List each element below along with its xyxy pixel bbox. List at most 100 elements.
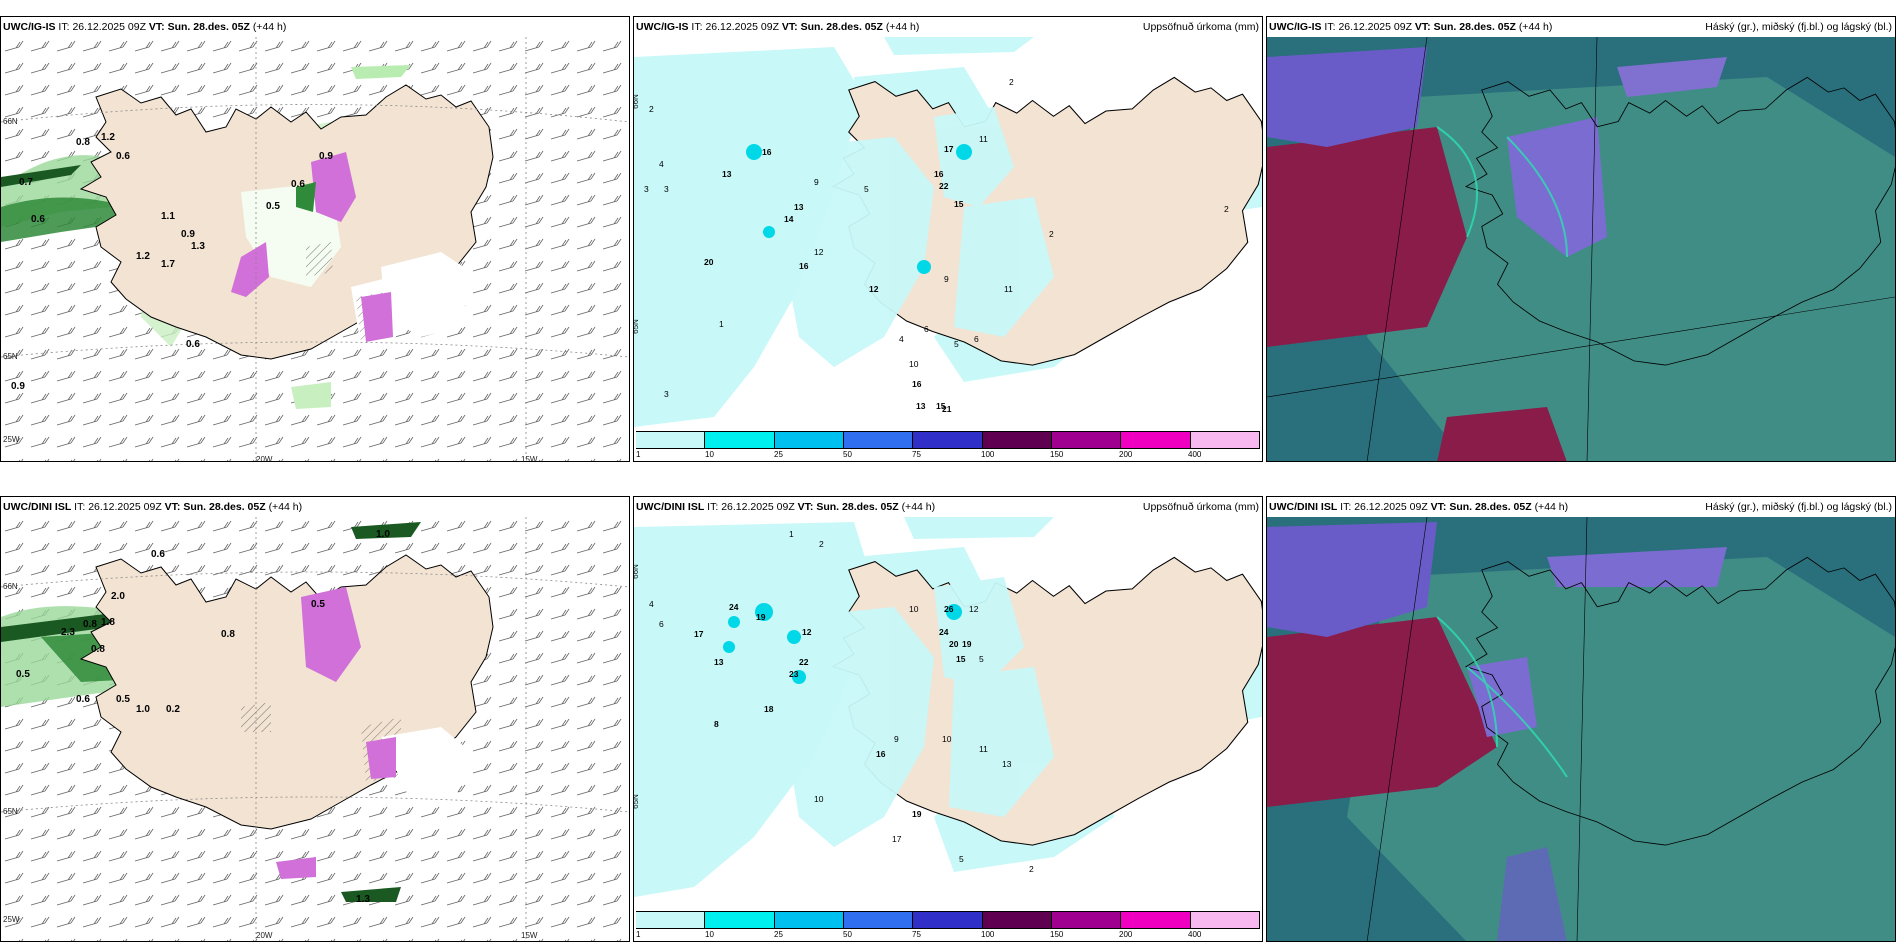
svg-text:1.0: 1.0: [376, 529, 390, 540]
svg-text:16: 16: [912, 379, 922, 389]
svg-text:4: 4: [659, 159, 664, 169]
colorbar-seg-4: [843, 432, 914, 448]
precip-accum-map[interactable]: 1 2 4 6 24 19 17 22 23 12 10 26 12 24 20…: [634, 517, 1262, 912]
colorbar-seg-5: [913, 912, 983, 928]
svg-text:15: 15: [956, 654, 966, 664]
svg-text:16: 16: [762, 147, 772, 157]
panel-precip-accum-bottom: UWC/DINI ISL IT: 26.12.2025 09Z VT: Sun.…: [633, 496, 1263, 942]
svg-text:10: 10: [942, 734, 952, 744]
magenta-precip-areas: [231, 152, 393, 342]
colorbar-swatches: [636, 431, 1260, 449]
svg-text:12: 12: [869, 284, 879, 294]
svg-text:10: 10: [909, 359, 919, 369]
precip-colorbar: 1 10 25 50 75 100 150 200 400: [636, 431, 1260, 461]
svg-text:6: 6: [659, 619, 664, 629]
clouds-map[interactable]: [1267, 517, 1895, 941]
lat-label: 66N: [3, 582, 18, 591]
svg-text:24: 24: [939, 627, 949, 637]
svg-text:11: 11: [979, 134, 988, 144]
svg-text:9: 9: [814, 177, 819, 187]
lon-label: 25W: [3, 915, 20, 924]
svg-text:2: 2: [649, 104, 654, 114]
svg-text:0.9: 0.9: [11, 381, 25, 392]
svg-text:17: 17: [944, 144, 954, 154]
svg-text:0.9: 0.9: [319, 151, 333, 162]
colorbar-seg-3: [774, 432, 844, 448]
svg-text:2: 2: [1049, 229, 1054, 239]
svg-text:9: 9: [944, 274, 949, 284]
svg-text:0.9: 0.9: [181, 229, 195, 240]
svg-text:26: 26: [944, 604, 954, 614]
panel-header: UWC/IG-IS IT: 26.12.2025 09Z VT: Sun. 28…: [1269, 21, 1892, 33]
svg-text:1.2: 1.2: [101, 132, 115, 143]
svg-text:13: 13: [722, 169, 732, 179]
colorbar-labels: 1 10 25 50 75 100 150 200 400: [636, 930, 1202, 939]
svg-text:2: 2: [1029, 864, 1034, 874]
svg-text:16: 16: [934, 169, 944, 179]
svg-text:1.3: 1.3: [191, 241, 205, 252]
svg-text:6: 6: [924, 324, 929, 334]
svg-text:2.0: 2.0: [111, 591, 125, 602]
svg-text:0.6: 0.6: [76, 694, 90, 705]
svg-text:0.6: 0.6: [291, 179, 305, 190]
svg-text:21: 21: [942, 404, 952, 414]
precip-colorbar: 1 10 25 50 75 100 150 200 400: [636, 911, 1260, 941]
svg-text:0.6: 0.6: [186, 339, 200, 350]
precip-type-map[interactable]: 0.6 2.0 0.8 1.8 2.3 0.5 0.8 0.6 0.5 1.0 …: [1, 517, 629, 941]
lat-label: 65N: [3, 352, 18, 361]
lat-label: 65N: [633, 319, 640, 334]
svg-text:24: 24: [729, 602, 739, 612]
colorbar-seg-6: [982, 432, 1052, 448]
svg-text:2: 2: [819, 539, 824, 549]
svg-text:1.3: 1.3: [356, 894, 370, 905]
panel-header: UWC/DINI ISL IT: 26.12.2025 09Z VT: Sun.…: [636, 501, 1259, 513]
svg-text:13: 13: [916, 401, 926, 411]
svg-text:0.5: 0.5: [266, 201, 280, 212]
svg-text:13: 13: [1002, 759, 1012, 769]
svg-text:23: 23: [789, 669, 799, 679]
svg-text:1.2: 1.2: [136, 251, 150, 262]
clouds-map[interactable]: [1267, 37, 1895, 461]
lon-label: 20W: [256, 455, 273, 462]
colorbar-seg-9: [1190, 912, 1260, 928]
svg-text:16: 16: [799, 261, 809, 271]
colorbar-seg-8: [1121, 912, 1191, 928]
panel-clouds-bottom: UWC/DINI ISL IT: 26.12.2025 09Z VT: Sun.…: [1266, 496, 1896, 942]
svg-text:1.7: 1.7: [161, 259, 175, 270]
colorbar-labels: 1 10 25 50 75 100 150 200 400: [636, 450, 1202, 459]
svg-text:19: 19: [912, 809, 922, 819]
svg-text:4: 4: [649, 599, 654, 609]
svg-text:13: 13: [794, 202, 804, 212]
svg-text:3: 3: [644, 184, 649, 194]
svg-text:19: 19: [962, 639, 972, 649]
lon-label: 15W: [521, 455, 538, 462]
svg-text:4: 4: [899, 334, 904, 344]
svg-text:0.5: 0.5: [116, 694, 130, 705]
svg-text:17: 17: [892, 834, 902, 844]
panel-precip-accum-top: UWC/IG-IS IT: 26.12.2025 09Z VT: Sun. 28…: [633, 16, 1263, 462]
colorbar-seg-7: [1051, 912, 1122, 928]
svg-text:11: 11: [979, 744, 988, 754]
colorbar-swatches: [636, 911, 1260, 929]
svg-text:13: 13: [714, 657, 724, 667]
svg-text:0.8: 0.8: [76, 137, 90, 148]
svg-text:14: 14: [784, 214, 794, 224]
svg-text:5: 5: [864, 184, 869, 194]
colorbar-seg-1: [636, 912, 706, 928]
colorbar-seg-2: [705, 432, 775, 448]
svg-text:2.3: 2.3: [61, 627, 75, 638]
colorbar-seg-8: [1121, 432, 1191, 448]
panel-precip-type-top: UWC/IG-IS IT: 26.12.2025 09Z VT: Sun. 28…: [0, 16, 630, 462]
svg-text:12: 12: [814, 247, 824, 257]
precip-type-map[interactable]: 0.8 1.2 0.6 0.7 1.1 0.9 1.3 0.5 0.6 0.9 …: [1, 37, 629, 461]
svg-text:19: 19: [756, 612, 766, 622]
precip-accum-map[interactable]: 2 4 3 3 1 5 16 13 9 14 13 20 12 16 17 11…: [634, 37, 1262, 432]
svg-text:18: 18: [764, 704, 774, 714]
lat-label: 66N: [633, 94, 640, 109]
svg-text:12: 12: [969, 604, 979, 614]
svg-text:20: 20: [704, 257, 714, 267]
lat-label: 66N: [3, 117, 18, 126]
svg-text:0.5: 0.5: [311, 599, 325, 610]
svg-text:15: 15: [954, 199, 964, 209]
colorbar-seg-5: [913, 432, 983, 448]
